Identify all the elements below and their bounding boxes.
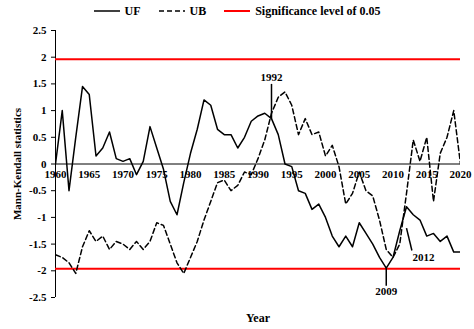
svg-text:2005: 2005 [348, 167, 371, 180]
svg-text:2009: 2009 [375, 285, 398, 297]
svg-text:2.5: 2.5 [33, 24, 47, 36]
svg-text:2010: 2010 [382, 168, 405, 180]
svg-text:-1: -1 [37, 211, 46, 223]
svg-text:-0.5: -0.5 [29, 184, 47, 196]
svg-text:1: 1 [41, 104, 47, 116]
svg-text:1980: 1980 [180, 168, 203, 180]
svg-text:1992: 1992 [261, 71, 284, 83]
html-text:UF: UF [124, 3, 141, 18]
svg-text:2015: 2015 [416, 168, 439, 180]
svg-text:1990: 1990 [247, 168, 270, 180]
svg-text:1995: 1995 [280, 167, 303, 180]
svg-text:1965: 1965 [78, 168, 101, 180]
svg-text:-1.5: -1.5 [29, 238, 47, 250]
svg-text:2: 2 [41, 51, 47, 63]
svg-text:-2: -2 [37, 264, 47, 276]
svg-text:Year: Year [246, 311, 271, 325]
html-text:UB: UB [189, 3, 207, 18]
svg-text:1985: 1985 [213, 168, 236, 180]
svg-text:1.5: 1.5 [33, 77, 47, 89]
svg-text:1960: 1960 [45, 168, 68, 180]
svg-text:2012: 2012 [412, 251, 435, 263]
svg-text:-2.5: -2.5 [29, 291, 47, 303]
svg-text:1975: 1975 [145, 167, 168, 180]
svg-text:2000: 2000 [315, 168, 338, 180]
svg-text:2020: 2020 [450, 168, 473, 180]
svg-text:0.5: 0.5 [33, 131, 47, 143]
svg-text:Mann-Kendall statistics: Mann-Kendall statistics [11, 107, 23, 220]
html-text:Significance level of 0.05: Significance level of 0.05 [255, 3, 381, 18]
svg-text:1970: 1970 [112, 168, 135, 180]
svg-text:0: 0 [41, 157, 47, 170]
